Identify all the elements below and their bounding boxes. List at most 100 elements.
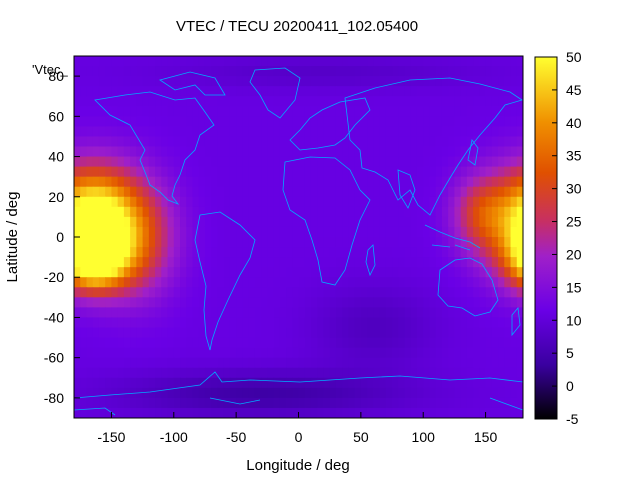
heatmap-cell [466, 106, 474, 117]
heatmap-cell [80, 347, 88, 359]
heatmap-cell [416, 347, 424, 359]
heatmap-cell [198, 407, 206, 418]
heatmap-cell [516, 367, 523, 379]
heatmap-cell [111, 317, 119, 329]
heatmap-cell [367, 267, 374, 278]
heatmap-cell [304, 86, 312, 97]
heatmap-cell [173, 96, 181, 107]
heatmap-cell [180, 226, 187, 238]
heatmap-cell [379, 126, 387, 138]
heatmap-cell [242, 196, 250, 208]
heatmap-cell [267, 66, 275, 77]
heatmap-cell [86, 216, 94, 228]
heatmap-cell [485, 367, 493, 379]
heatmap-cell [404, 96, 412, 107]
y-tick-label: -40 [44, 309, 64, 325]
heatmap-cell [117, 357, 125, 369]
heatmap-cell [148, 307, 156, 319]
heatmap-cell [236, 106, 243, 117]
heatmap-cell [242, 86, 250, 97]
heatmap-cell [373, 297, 381, 308]
heatmap-cell [454, 387, 462, 399]
heatmap-cell [117, 186, 125, 198]
heatmap-cell [410, 337, 418, 349]
heatmap-cell [155, 126, 162, 138]
heatmap-cell [317, 367, 325, 379]
heatmap-cell [148, 116, 156, 127]
heatmap-cell [86, 206, 94, 218]
heatmap-cell [286, 146, 293, 158]
heatmap-cell [117, 267, 125, 278]
heatmap-cell [248, 56, 256, 67]
heatmap-cell [80, 106, 88, 117]
heatmap-cell [254, 226, 262, 238]
heatmap-cell [173, 76, 181, 87]
heatmap-cell [155, 196, 162, 208]
heatmap-cell [329, 327, 337, 339]
heatmap-cell [292, 237, 300, 248]
heatmap-cell [155, 136, 162, 148]
heatmap-cell [204, 347, 212, 359]
heatmap-cell [248, 277, 256, 288]
heatmap-cell [510, 196, 518, 208]
heatmap-cell [155, 56, 162, 67]
heatmap-cell [473, 317, 480, 329]
heatmap-cell [360, 267, 368, 278]
heatmap-cell [223, 96, 231, 107]
heatmap-cell [310, 186, 318, 198]
heatmap-cell [92, 237, 100, 248]
heatmap-cell [80, 267, 88, 278]
heatmap-cell [217, 126, 225, 138]
heatmap-cell [348, 216, 356, 228]
heatmap-cell [111, 86, 119, 97]
heatmap-cell [367, 247, 374, 258]
heatmap-cell [111, 226, 119, 238]
heatmap-cell [473, 237, 480, 248]
heatmap-cell [317, 247, 325, 258]
heatmap-cell [117, 56, 125, 67]
heatmap-cell [479, 367, 487, 379]
heatmap-cell [229, 277, 237, 288]
heatmap-cell [479, 357, 487, 369]
heatmap-cell [211, 397, 219, 409]
heatmap-cell [460, 387, 468, 399]
heatmap-cell [479, 347, 487, 359]
heatmap-cell [348, 176, 356, 188]
heatmap-cell [123, 267, 131, 278]
heatmap-cell [74, 247, 81, 258]
heatmap-cell [516, 176, 523, 188]
heatmap-cell [491, 186, 499, 198]
heatmap-cell [198, 216, 206, 228]
heatmap-cell [173, 357, 181, 369]
heatmap-cell [74, 106, 81, 117]
heatmap-cell [323, 327, 331, 339]
heatmap-cell [367, 86, 374, 97]
heatmap-cell [80, 337, 88, 349]
heatmap-cell [279, 106, 287, 117]
heatmap-cell [491, 116, 499, 127]
heatmap-cell [435, 287, 443, 298]
heatmap-cell [136, 196, 144, 208]
heatmap-cell [373, 226, 381, 238]
heatmap-cell [454, 327, 462, 339]
heatmap-cell [92, 397, 100, 409]
heatmap-cell [498, 186, 505, 198]
heatmap-cell [373, 136, 381, 148]
heatmap-cell [148, 297, 156, 308]
heatmap-cell [236, 347, 243, 359]
heatmap-cell [448, 166, 456, 178]
heatmap-cell [460, 206, 468, 218]
heatmap-cell [373, 347, 381, 359]
heatmap-cell [404, 307, 412, 319]
heatmap-cell [198, 176, 206, 188]
heatmap-cell [117, 367, 125, 379]
heatmap-cell [342, 277, 349, 288]
heatmap-cell [404, 176, 412, 188]
heatmap-cell [360, 307, 368, 319]
heatmap-cell [479, 196, 487, 208]
heatmap-cell [198, 257, 206, 268]
heatmap-cell [379, 116, 387, 127]
heatmap-cell [298, 186, 306, 198]
heatmap-cell [335, 387, 343, 399]
heatmap-cell [410, 307, 418, 319]
